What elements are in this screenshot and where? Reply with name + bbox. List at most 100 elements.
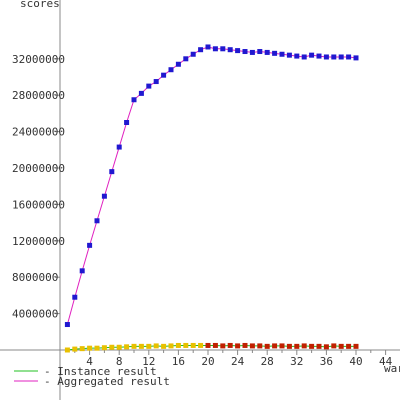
data-point [153,343,159,349]
data-point [279,343,285,349]
data-point [257,343,263,349]
data-point [175,61,181,67]
data-point [212,46,218,52]
data-point [235,48,241,54]
data-point [286,343,292,349]
data-point [212,342,218,348]
y-tick-label: 28000000 [12,89,65,102]
x-tick-label: 4 [86,355,93,368]
legend-label-aggregated: - Aggregated result [44,375,170,388]
data-point [64,322,70,328]
data-point [87,345,93,351]
data-point [175,342,181,348]
data-point [242,49,248,55]
data-point [264,343,270,349]
data-point [272,343,278,349]
y-tick-label: 4000000 [12,308,58,321]
x-tick-label: 24 [231,355,245,368]
data-point [138,90,144,96]
data-point [131,97,137,103]
data-point [146,343,152,349]
series-0 [64,44,359,328]
x-tick-label: 20 [201,355,214,368]
data-point [161,343,167,349]
data-point [235,343,241,349]
ticks: 4 8 12 16 20 24 28 32 36 40 44 4000000 8000000 120000… [12,53,393,368]
data-point [301,54,307,60]
data-point [146,83,152,89]
data-point [168,343,174,349]
data-point [242,342,248,348]
data-point [198,47,204,53]
data-point [316,53,322,59]
legend: - Instance result - Aggregated result [14,365,170,388]
legend-label-instance: - Instance result [44,365,157,378]
series-line [67,344,356,351]
y-tick-label: 24000000 [12,126,65,139]
data-point [72,294,78,300]
data-point [338,54,344,60]
data-point [94,218,100,224]
data-point [272,50,278,56]
data-point [198,342,204,348]
data-point [346,54,352,60]
data-point [124,120,130,125]
data-point [64,347,70,353]
x-tick-label: 40 [349,355,362,368]
y-tick-label: 8000000 [12,271,58,284]
y-tick-label: 12000000 [12,235,65,248]
data-point [131,343,137,349]
data-point [323,54,329,60]
data-point [316,343,322,349]
data-point [301,343,307,349]
data-point [331,343,337,349]
data-point [161,72,167,78]
x-tick-label: 8 [116,355,123,368]
data-point [183,342,189,348]
data-point [309,343,315,349]
x-tick-label: 44 [379,355,393,368]
data-point [124,344,130,350]
data-point [79,268,85,274]
data-point [309,52,315,58]
data-point [249,49,255,55]
x-tick-label: 36 [320,355,333,368]
data-point [87,242,93,248]
data-point [331,54,337,60]
data-point [72,346,78,352]
y-tick-label: 20000000 [12,162,65,175]
data-point [323,344,329,350]
data-point [346,343,352,349]
data-point [338,343,344,349]
data-point [249,343,255,349]
y-tick-label: 32000000 [12,53,65,66]
data-point [353,55,359,61]
data-point [153,79,159,85]
x-tick-label: 12 [142,355,155,368]
data-point [205,44,211,50]
data-point [286,52,292,58]
data-point [94,345,100,351]
data-point [116,344,122,350]
data-point [116,144,122,150]
data-point [220,46,226,52]
series [64,44,359,353]
data-point [109,344,115,350]
data-point [109,169,115,175]
data-point [205,342,211,348]
data-point [353,343,359,349]
data-point [190,342,196,348]
data-point [168,67,174,73]
data-point [257,49,263,55]
x-tick-label: 16 [172,355,185,368]
data-point [220,343,226,349]
data-point [279,51,285,57]
data-point [227,47,233,53]
y-axis-title: scores [20,0,60,10]
data-point [264,49,270,55]
data-point [79,346,85,352]
x-tick-label: 32 [290,355,303,368]
data-point [138,343,144,349]
data-point [101,345,107,351]
